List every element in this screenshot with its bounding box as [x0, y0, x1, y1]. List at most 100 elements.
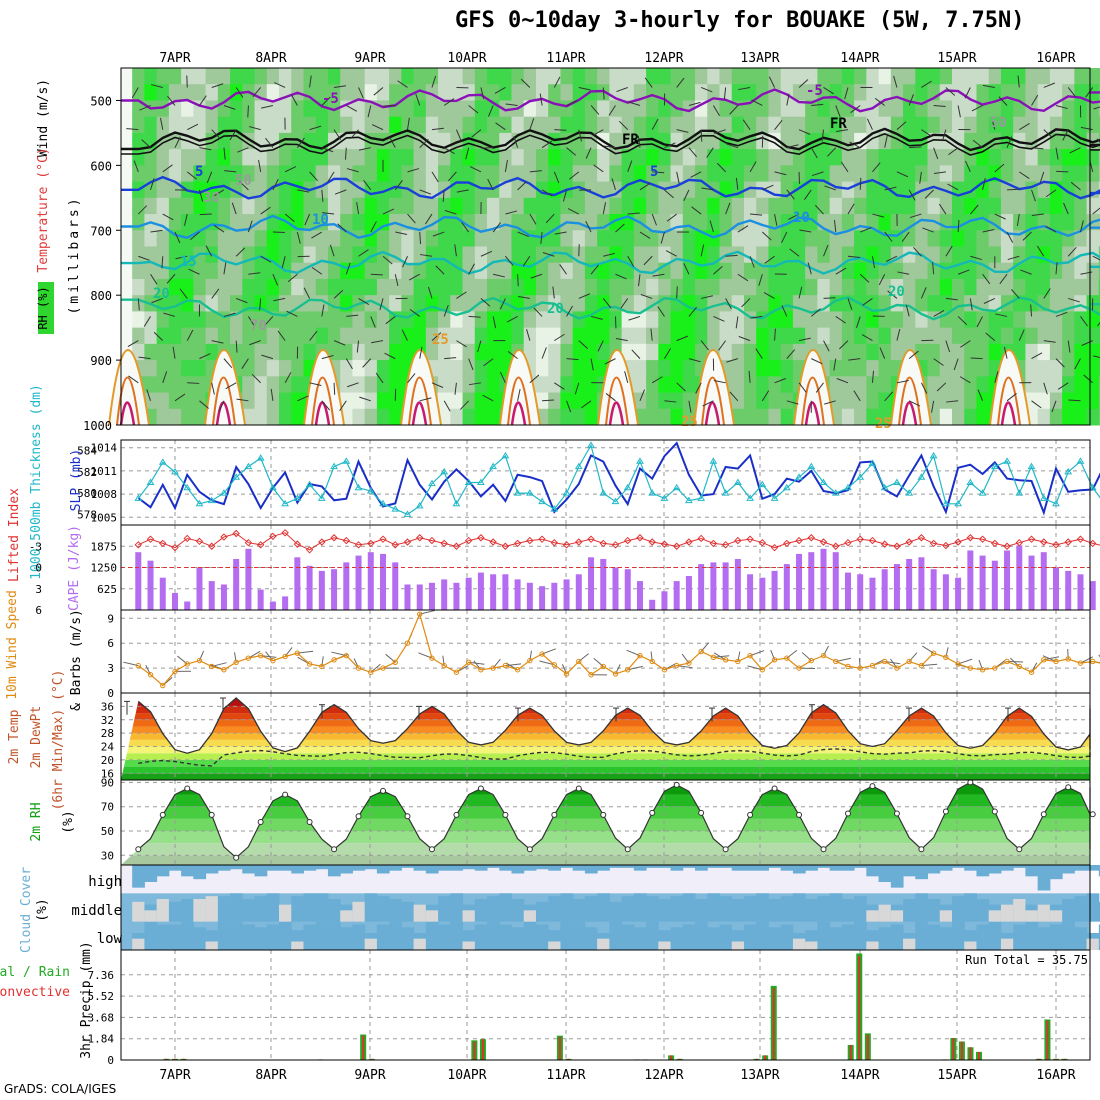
thickness-point [256, 454, 265, 461]
isotherm-line [121, 214, 1100, 239]
rh-point [306, 819, 313, 826]
rh-cell [389, 116, 402, 134]
contour-label: FR [622, 132, 639, 148]
rh-cell [438, 376, 451, 394]
wind-barb [480, 87, 485, 100]
rh-cell [927, 100, 941, 118]
rh-cell [670, 230, 684, 247]
rh-cell [927, 230, 941, 247]
cloud-cell-high [1074, 865, 1088, 871]
rh-cell [548, 230, 562, 247]
lifted-index-point [183, 534, 191, 543]
wind-barb [522, 255, 531, 267]
wind-speed-point [808, 657, 814, 664]
rh-cell [1037, 262, 1051, 280]
rh-cell [939, 262, 953, 280]
rh-cell [523, 100, 537, 118]
rh-cell [768, 68, 782, 85]
rh-cell [499, 311, 513, 329]
contour-label: 25 [875, 416, 892, 432]
rh-cell [303, 165, 317, 183]
rh-cell [1062, 214, 1075, 231]
rh-fill-group [121, 782, 1090, 865]
rh-cell [976, 214, 990, 231]
rh-cell [462, 278, 476, 296]
rh-cell [951, 165, 965, 183]
rh-cell [817, 278, 831, 296]
rh-cell [1000, 311, 1014, 329]
rh-cell [168, 100, 182, 118]
contour-label: 25 [681, 414, 698, 430]
rh-cell [474, 68, 488, 85]
rh-cell [327, 230, 341, 247]
wind-barb [211, 340, 224, 344]
rh-cell [597, 149, 610, 166]
rh-cell [499, 84, 513, 101]
rh-cell [927, 197, 941, 215]
wind-barb [774, 378, 786, 384]
wind-barb [603, 252, 616, 257]
rh-cell [156, 214, 170, 231]
rh-cell [658, 376, 672, 394]
cloud-cell-high [951, 865, 965, 868]
wind-barb [695, 382, 702, 394]
wind-speed-point [294, 650, 301, 656]
wind-barb [833, 220, 837, 233]
rh-cell [462, 149, 476, 166]
rh-cell [964, 230, 978, 247]
thickness-point [134, 494, 143, 501]
wind-barb [371, 124, 384, 131]
cloud-cell-high [817, 865, 831, 868]
wind-barb [493, 273, 505, 278]
thickness-point [611, 497, 620, 505]
wind-barb [482, 394, 494, 402]
cloud-gap-low [964, 941, 977, 950]
wind-barb [199, 400, 209, 409]
rh-cell [915, 230, 929, 247]
wind-barb [885, 255, 898, 262]
rh-cell [156, 68, 170, 85]
rh-cell [205, 311, 219, 329]
lifted-index-point [428, 536, 436, 545]
wind-barb [517, 388, 521, 401]
rh-cell [854, 327, 867, 345]
wind-barb [265, 137, 274, 148]
wind-barb [774, 171, 787, 176]
rh-cell [389, 262, 402, 280]
rh-point [967, 779, 974, 786]
wind-barb [1019, 123, 1030, 131]
rh-cell [511, 116, 525, 134]
slp-tick-label: 1005 [91, 511, 118, 524]
temp-band [121, 766, 1090, 774]
rh-cell [181, 360, 194, 377]
wind-barb [247, 220, 253, 233]
lifted-index-point [648, 538, 656, 546]
cloud-cell-high [841, 865, 855, 871]
rh-point [649, 809, 656, 816]
rh-cell [560, 376, 574, 394]
wind-barb [566, 147, 577, 156]
rh-cell [364, 327, 378, 345]
rh-cell [1037, 343, 1051, 361]
wind-barb [235, 340, 238, 353]
lifted-index-point [929, 539, 938, 548]
rh-cell [340, 360, 354, 377]
rh-cell [829, 343, 843, 361]
rh-cell [1013, 149, 1027, 166]
rh-cell [327, 327, 341, 345]
rh-cell [389, 165, 402, 183]
rh-band [121, 818, 1090, 831]
wind-barb [590, 315, 603, 320]
precip-convective-bar [362, 1035, 365, 1060]
wind-barb [309, 171, 318, 182]
rh-cell [682, 376, 696, 394]
lifted-index-point [146, 535, 155, 543]
lifted-index-point [1064, 538, 1072, 546]
rh-cell [230, 295, 243, 312]
wind-barb [1016, 213, 1020, 226]
wind-speed-point [380, 665, 386, 671]
rh-cell [438, 343, 451, 361]
lifted-index-point [550, 539, 559, 547]
cape-bar [747, 574, 754, 610]
rh-cell [695, 214, 708, 231]
